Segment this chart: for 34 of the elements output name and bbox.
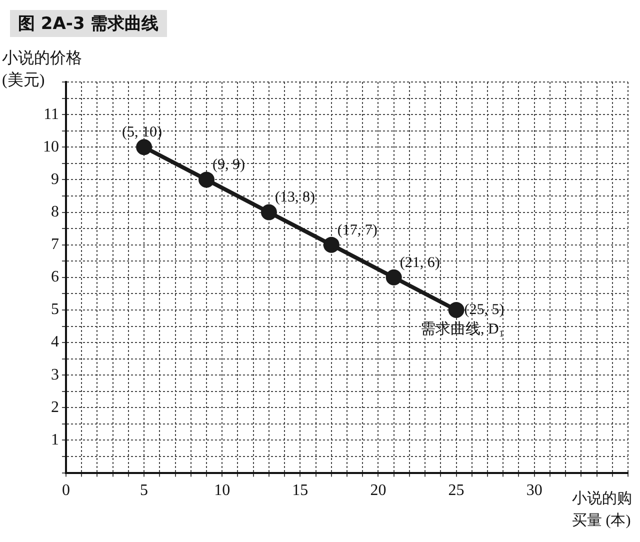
y-tick-label: 5 xyxy=(51,301,59,318)
x-tick-label: 10 xyxy=(214,482,230,500)
y-tick-label: 8 xyxy=(51,203,59,220)
chart-title: 图 2A-3 需求曲线 xyxy=(10,10,167,37)
y-tick-label: 11 xyxy=(44,106,59,123)
y-axis-title: 小说的价格 (美元) xyxy=(2,48,82,91)
y-tick-label: 6 xyxy=(51,268,59,286)
y-tick-label: 2 xyxy=(51,398,59,416)
point xyxy=(136,139,152,156)
y-tick-label: 9 xyxy=(51,170,59,188)
data-label: (13, 8) xyxy=(274,190,315,206)
y-tick-label: 10 xyxy=(43,138,59,156)
y-tick-label: 7 xyxy=(51,236,59,254)
x-tick-label: 20 xyxy=(370,482,386,500)
data-label: (21, 6) xyxy=(400,254,440,271)
point xyxy=(448,302,464,318)
y-tick-label: 1 xyxy=(51,431,59,448)
data-label: (5, 10) xyxy=(122,124,162,141)
x-tick-label: 15 xyxy=(292,482,308,500)
y-tick-label: 3 xyxy=(51,366,59,384)
data-label: (9, 9) xyxy=(212,157,245,174)
y-tick-label: 4 xyxy=(51,334,59,351)
point xyxy=(386,269,402,286)
data-label: (17, 7) xyxy=(337,222,378,238)
x-tick-label: 25 xyxy=(448,482,464,500)
point xyxy=(260,204,277,220)
data-label: (25, 5) xyxy=(464,302,504,318)
point xyxy=(198,172,214,188)
x-axis-title: 小说的购买量 (本) xyxy=(572,490,633,531)
x-tick-label: 5 xyxy=(140,482,148,500)
x-tick-label: 30 xyxy=(526,482,542,500)
point xyxy=(323,236,340,253)
series-label: 需求曲线, D₁ xyxy=(420,320,504,338)
x-tick-label: 0 xyxy=(62,482,70,500)
